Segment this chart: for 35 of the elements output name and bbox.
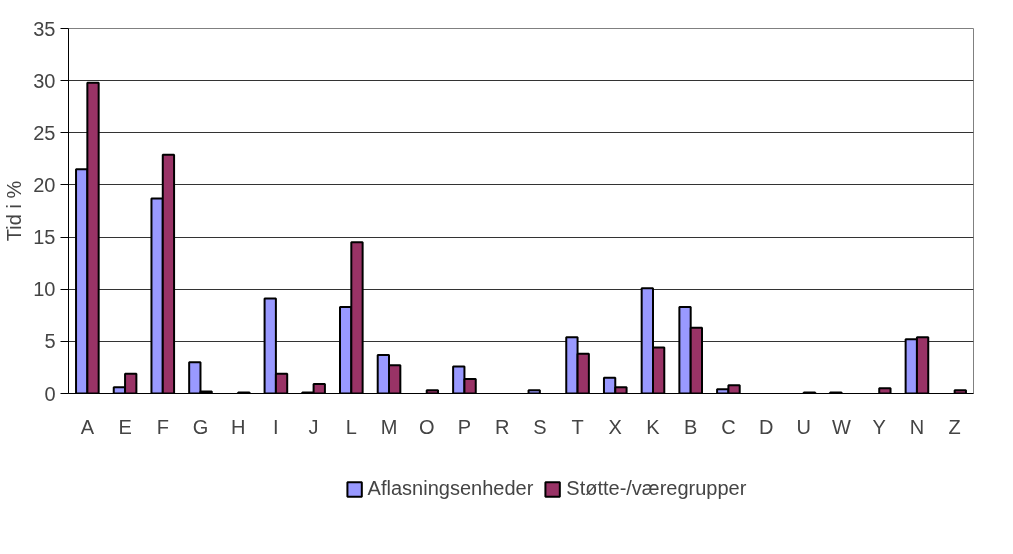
x-tick-label: P xyxy=(457,415,472,438)
y-tick-label: 15 xyxy=(33,226,56,249)
x-tick-label: I xyxy=(273,415,279,438)
y-tick-label: 5 xyxy=(44,330,56,353)
x-tick-label: G xyxy=(192,415,209,438)
x-tick-label: W xyxy=(832,415,852,438)
x-tick-label: A xyxy=(80,415,95,438)
x-tick-label: T xyxy=(571,415,584,438)
y-tick-label: 30 xyxy=(33,69,56,92)
x-tick-label: S xyxy=(533,415,547,438)
x-tick-label: B xyxy=(684,415,698,438)
x-tick-label: L xyxy=(345,415,357,438)
legend-label: Aflasningsenheder xyxy=(367,477,534,500)
y-tick-label: 0 xyxy=(44,382,56,405)
x-tick-label: E xyxy=(118,415,132,438)
y-tick-label: 35 xyxy=(33,17,56,40)
x-tick-label: M xyxy=(380,415,398,438)
y-tick-label: 25 xyxy=(33,121,56,144)
x-tick-label: R xyxy=(494,415,510,438)
x-tick-label: K xyxy=(646,415,661,438)
x-tick-label: C xyxy=(721,415,736,438)
x-tick-label: Z xyxy=(948,415,961,438)
y-tick-label: 20 xyxy=(33,173,56,196)
y-tick-label: 10 xyxy=(33,278,56,301)
y-axis-title: Tid i % xyxy=(3,180,26,242)
x-tick-label: D xyxy=(758,415,774,438)
x-tick-label: X xyxy=(608,415,622,438)
x-tick-label: H xyxy=(230,415,246,438)
x-tick-label: N xyxy=(909,415,925,438)
x-tick-label: O xyxy=(418,415,435,438)
legend-label: Støtte-/væregrupper xyxy=(566,477,747,500)
x-tick-label: Y xyxy=(872,415,886,438)
x-tick-label: F xyxy=(156,415,169,438)
x-tick-label: J xyxy=(308,415,319,438)
x-tick-label: U xyxy=(796,415,812,438)
